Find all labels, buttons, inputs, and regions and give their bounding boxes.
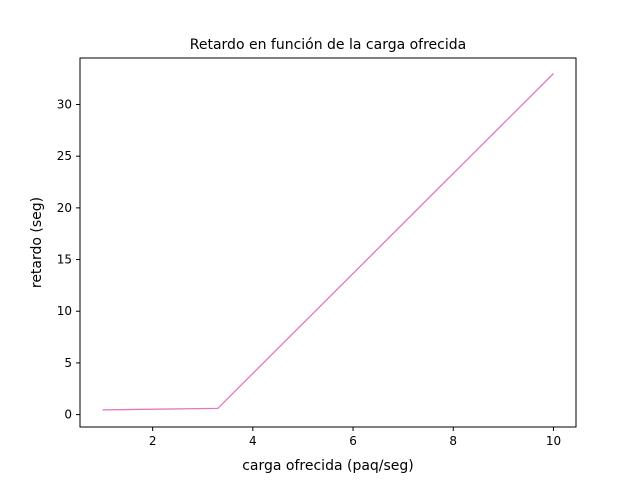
chart-title: Retardo en función de la carga ofrecida [190, 37, 466, 53]
plot-layer [102, 73, 554, 411]
y-tick-label: 20 [57, 201, 72, 215]
y-tick-label: 15 [57, 253, 72, 267]
y-tick-label: 5 [64, 356, 72, 370]
y-tick-label: 30 [57, 98, 72, 112]
x-axis-label: carga ofrecida (paq/seg) [242, 458, 414, 474]
x-tick-label: 4 [249, 434, 257, 448]
y-tick-label: 25 [57, 149, 72, 163]
x-tick-label: 2 [149, 434, 157, 448]
plot-frame [79, 57, 577, 428]
x-tick-label: 6 [349, 434, 357, 448]
x-axis-ticks: 2 4 6 8 10 [149, 427, 561, 448]
x-tick-label: 8 [449, 434, 457, 448]
y-axis-ticks: 0 5 10 15 20 25 30 [57, 98, 80, 422]
y-axis-label: retardo (seg) [29, 197, 45, 288]
series-line [102, 73, 554, 411]
x-tick-label: 10 [546, 434, 561, 448]
y-tick-label: 0 [64, 408, 72, 422]
y-tick-label: 10 [57, 304, 72, 318]
